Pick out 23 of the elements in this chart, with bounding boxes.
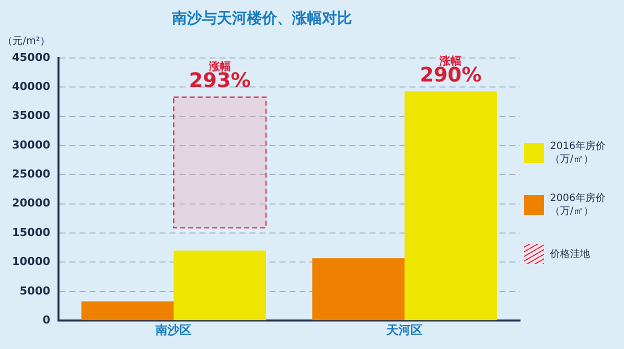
x-tick-label: 南沙区 xyxy=(154,322,192,337)
chart-title: 南沙与天河楼价、涨幅对比 xyxy=(171,8,352,27)
annotation: 涨幅 293% xyxy=(188,60,251,92)
y-tick-label: 20000 xyxy=(12,196,51,210)
y-tick-label: 25000 xyxy=(12,168,51,181)
bar xyxy=(404,91,497,320)
legend-label: 价格洼地 xyxy=(550,248,591,260)
y-tick-label: 0 xyxy=(42,313,51,326)
annotation: 涨幅 290% xyxy=(420,54,482,86)
y-tick-label: 45000 xyxy=(12,50,51,64)
y-axis-title: （元/m²） xyxy=(2,36,50,47)
bar xyxy=(312,258,405,320)
legend-label: 2006年房价（万/㎡） xyxy=(550,192,606,218)
y-tick-label: 40000 xyxy=(12,80,51,94)
y-tick-label: 5000 xyxy=(20,284,51,298)
y-tick-label: 10000 xyxy=(12,255,51,268)
y-tick-label: 15000 xyxy=(12,226,51,239)
x-tick-label: 天河区 xyxy=(386,322,423,337)
bar xyxy=(174,250,266,320)
y-tick-label: 35000 xyxy=(12,109,51,122)
bar xyxy=(81,301,174,320)
y-tick-label: 30000 xyxy=(12,138,51,152)
legend-label: 2016年房价（万/㎡） xyxy=(550,140,606,166)
